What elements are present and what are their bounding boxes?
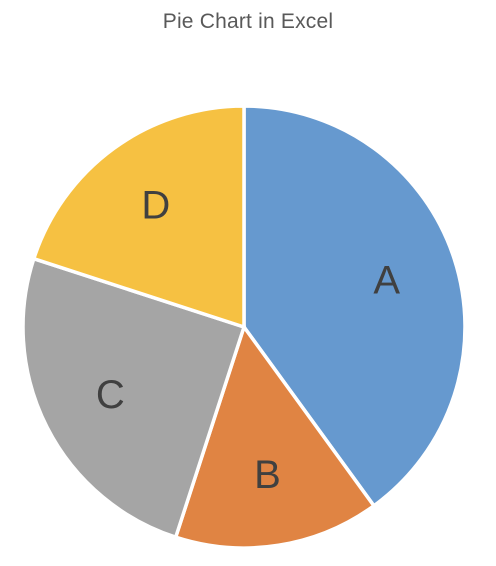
pie-label-d: D (141, 184, 170, 228)
pie-labels: A B C D (96, 184, 400, 498)
pie-slices (21, 104, 467, 550)
pie-slice-b (173, 323, 377, 550)
pie-label-b: B (254, 453, 281, 497)
pie-slice-c (21, 256, 247, 540)
pie-label-c: C (96, 373, 125, 417)
chart-title: Pie Chart in Excel (162, 10, 334, 33)
pie-slice-a (242, 104, 467, 509)
pie-slice-d (31, 104, 246, 330)
pie-label-a: A (373, 259, 400, 303)
